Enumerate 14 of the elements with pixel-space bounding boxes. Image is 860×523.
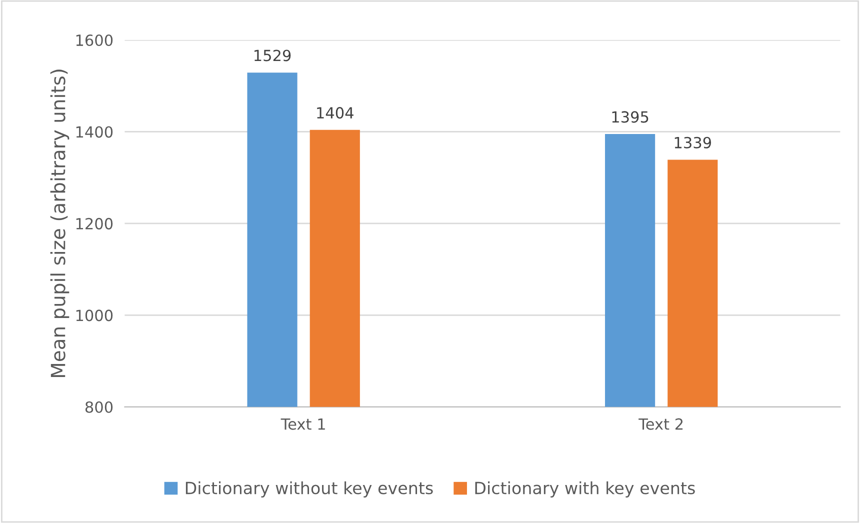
y-tick-label: 1000	[76, 310, 113, 322]
y-tick-label: 1400	[76, 126, 113, 138]
legend-label: Dictionary with key events	[475, 481, 695, 498]
data-label: 1339	[674, 136, 712, 148]
legend-label: Dictionary without key events	[186, 481, 433, 498]
y-tick-label: 800	[85, 401, 113, 413]
x-tick-label: Text 2	[638, 418, 683, 430]
y-tick-label: 1600	[76, 34, 113, 46]
y-axis-title: Mean pupil size (arbitrary units)	[50, 70, 70, 377]
data-label: 1404	[317, 107, 354, 119]
x-tick-label: Text 1	[280, 418, 325, 430]
data-label: 1529	[254, 50, 291, 62]
y-tick-label: 1200	[76, 218, 113, 230]
data-label: 1395	[612, 111, 648, 123]
